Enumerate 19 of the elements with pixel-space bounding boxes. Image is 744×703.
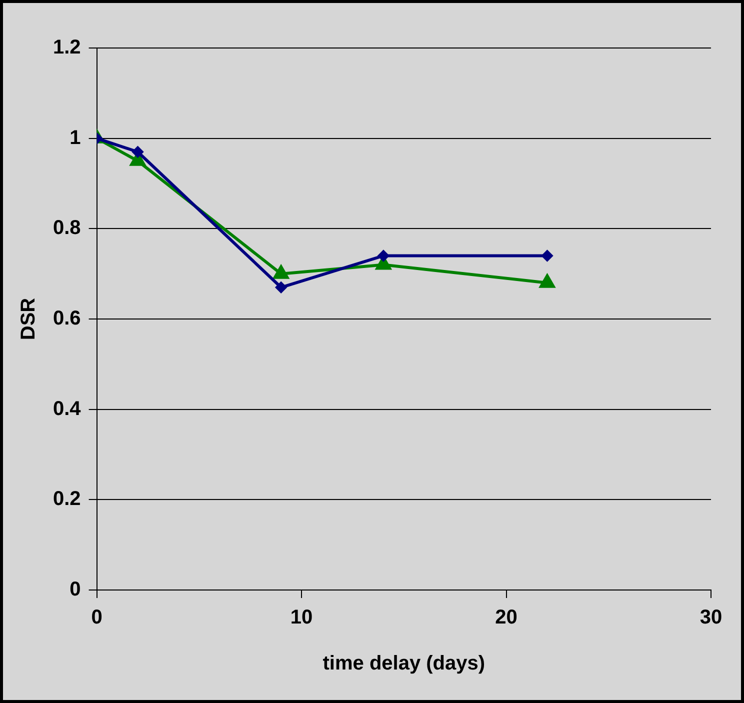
x-tick-label: 30 xyxy=(700,606,722,629)
y-tick-label: 0.6 xyxy=(52,308,81,330)
y-tick-label: 0.4 xyxy=(52,398,82,420)
point xyxy=(378,250,389,262)
x-tick-label: 10 xyxy=(290,606,313,629)
point xyxy=(542,250,553,262)
y-tick-label: 0.2 xyxy=(52,488,81,510)
point xyxy=(274,265,289,279)
point xyxy=(540,274,555,288)
y-tick-label: 0 xyxy=(70,578,81,601)
x-tick-label: 0 xyxy=(91,606,102,629)
point xyxy=(276,282,287,293)
x-axis-title: time delay (days) xyxy=(322,652,486,675)
y-tick-label: 0.8 xyxy=(52,217,81,240)
y-axis-title: DSR xyxy=(18,297,40,340)
x-tick-label: 20 xyxy=(495,606,518,629)
y-tick-label: 1.2 xyxy=(52,36,81,59)
point xyxy=(132,146,144,158)
y-tick-label: 1 xyxy=(70,126,81,149)
